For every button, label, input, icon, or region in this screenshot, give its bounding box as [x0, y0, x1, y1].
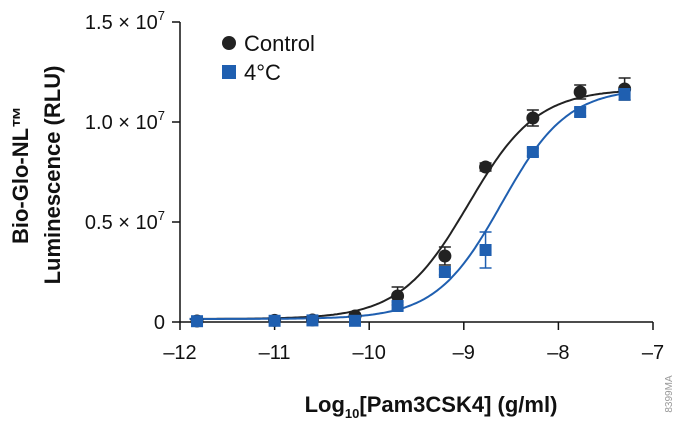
fit-curve-square [189, 92, 627, 320]
y-tick-label-exponent: 7 [158, 8, 165, 23]
legend: Control 4°C [222, 31, 315, 85]
y-tick-label-base: 0 [154, 312, 165, 334]
x-axis-label: Log10[Pam3CSK4] (g/ml) [305, 392, 558, 421]
x-tick-label: –9 [453, 342, 475, 364]
x-tick-label: –10 [353, 342, 386, 364]
x-axis-label-main: Log [305, 392, 345, 417]
x-tick-label: –8 [547, 342, 569, 364]
y-tick-label-base: 0.5 × 10 [85, 212, 158, 234]
data-point-square [191, 315, 204, 328]
y-tick-label: 0.5 × 107 [85, 208, 165, 234]
x-axis-label-rest: [Pam3CSK4] (g/ml) [359, 392, 557, 417]
data-point-square [349, 314, 362, 327]
data-point-square [479, 244, 492, 256]
y-tick-label: 1.0 × 107 [85, 108, 165, 134]
data-markers [190, 82, 632, 328]
data-point-circle [391, 289, 405, 303]
data-point-square [438, 266, 451, 278]
y-axis-label-line1: Bio-Glo-NL™ [8, 106, 33, 244]
x-axis-label-subscript: 10 [345, 406, 359, 421]
legend-label: Control [244, 31, 315, 56]
axes [179, 22, 653, 323]
data-point-square [391, 300, 404, 312]
data-point-square [526, 146, 539, 158]
legend-marker-square [222, 65, 236, 79]
data-point-circle [479, 160, 493, 174]
x-tick-label: –12 [163, 342, 196, 364]
data-point-circle [526, 111, 540, 125]
data-point-circle [573, 85, 587, 99]
y-tick-label-exponent: 7 [158, 108, 165, 123]
y-tick-label: 0 [154, 312, 165, 334]
data-point-square [618, 88, 631, 100]
y-tick-label: 1.5 × 107 [85, 8, 165, 34]
error-bars [191, 77, 631, 324]
legend-marker-circle [222, 36, 236, 50]
y-tick-label-exponent: 7 [158, 208, 165, 223]
data-point-circle [438, 249, 452, 263]
figure-code-label: 8399MA [664, 375, 675, 413]
x-tick-label: –7 [642, 342, 664, 364]
fit-curve-circle [189, 90, 627, 320]
fit-curves [189, 90, 627, 320]
y-axis-label-line2: Luminescence (RLU) [40, 66, 65, 285]
legend-label: 4°C [244, 60, 281, 85]
y-tick-label-base: 1.5 × 10 [85, 12, 158, 34]
data-point-square [268, 314, 281, 327]
data-point-square [306, 314, 319, 327]
data-point-square [574, 106, 587, 118]
x-tick-label: –11 [259, 342, 291, 364]
y-tick-label-base: 1.0 × 10 [85, 112, 158, 134]
